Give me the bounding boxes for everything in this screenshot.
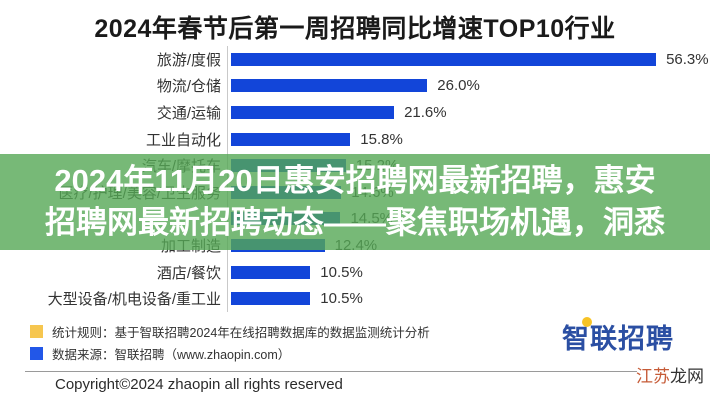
footer-divider (25, 371, 637, 372)
bar-label: 工业自动化 (145, 131, 221, 149)
bar-label: 酒店/餐饮 (156, 264, 221, 282)
zhaopin-logo-text: 智联招聘 (562, 324, 674, 354)
bar-area: 10.5% (227, 258, 710, 286)
bar (231, 265, 311, 279)
bar-row: 工业自动化 15.8% (0, 125, 710, 153)
news-overlay-banner: 2024年11月20日惠安招聘网最新招聘，惠安 招聘网最新招聘动态——聚焦职场机… (0, 154, 710, 250)
watermark-part2: 龙网 (670, 367, 704, 386)
blue-swatch-icon (30, 347, 43, 360)
bar-area: 26.0% (227, 72, 710, 100)
legend-row-source: 数据来源：智联招聘（www.zhaopin.com） (30, 343, 430, 364)
bar-row: 酒店/餐饮 10.5% (0, 258, 710, 286)
bar-area: 15.8% (227, 125, 710, 153)
bar-value: 10.5% (320, 290, 363, 308)
bar-row: 交通/运输 21.6% (0, 99, 710, 126)
bar-value: 21.6% (404, 103, 447, 121)
bar-label: 大型设备/机电设备/重工业 (47, 291, 221, 309)
chart-title: 2024年春节后第一周招聘同比增速TOP10行业 (94, 15, 616, 43)
bar-label: 旅游/度假 (156, 51, 221, 69)
bar-value: 26.0% (437, 77, 480, 95)
overlay-text-line1: 2024年11月20日惠安招聘网最新招聘，惠安 (54, 163, 656, 198)
watermark-part1: 江苏 (636, 367, 670, 386)
zhaopin-logo: 智联招聘 (562, 317, 674, 356)
source-note: 数据来源：智联招聘（www.zhaopin.com） (52, 348, 291, 362)
yellow-swatch-icon (30, 325, 43, 338)
bar-row: 旅游/度假 56.3% (0, 46, 710, 73)
site-watermark: 江苏龙网 (636, 362, 704, 387)
bar (231, 292, 311, 306)
bar-row: 大型设备/机电设备/重工业 10.5% (0, 285, 710, 312)
bar (231, 132, 351, 146)
bar-label: 物流/仓储 (156, 78, 221, 96)
bar-label: 交通/运输 (156, 104, 221, 122)
bar (231, 105, 395, 119)
bar (231, 52, 657, 66)
bar-value: 10.5% (320, 263, 363, 281)
bar-value: 56.3% (666, 50, 709, 68)
copyright-text: Copyright©2024 zhaopin all rights reserv… (55, 376, 343, 393)
footnote-legend: 统计规则：基于智联招聘2024年在线招聘数据库的数据监测统计分析 数据来源：智联… (30, 321, 430, 365)
bar-value: 15.8% (360, 130, 403, 148)
rule-note: 统计规则：基于智联招聘2024年在线招聘数据库的数据监测统计分析 (52, 326, 430, 340)
bar-row: 物流/仓储 26.0% (0, 72, 710, 100)
bar-area: 21.6% (227, 99, 710, 126)
bar-area: 10.5% (227, 285, 710, 312)
zhaopin-logo-dot-icon (582, 317, 592, 327)
bar-area: 56.3% (227, 46, 710, 73)
legend-row-rule: 统计规则：基于智联招聘2024年在线招聘数据库的数据监测统计分析 (30, 321, 430, 342)
bar (231, 79, 428, 93)
overlay-text-line2: 招聘网最新招聘动态——聚焦职场机遇，洞悉 (45, 205, 665, 240)
